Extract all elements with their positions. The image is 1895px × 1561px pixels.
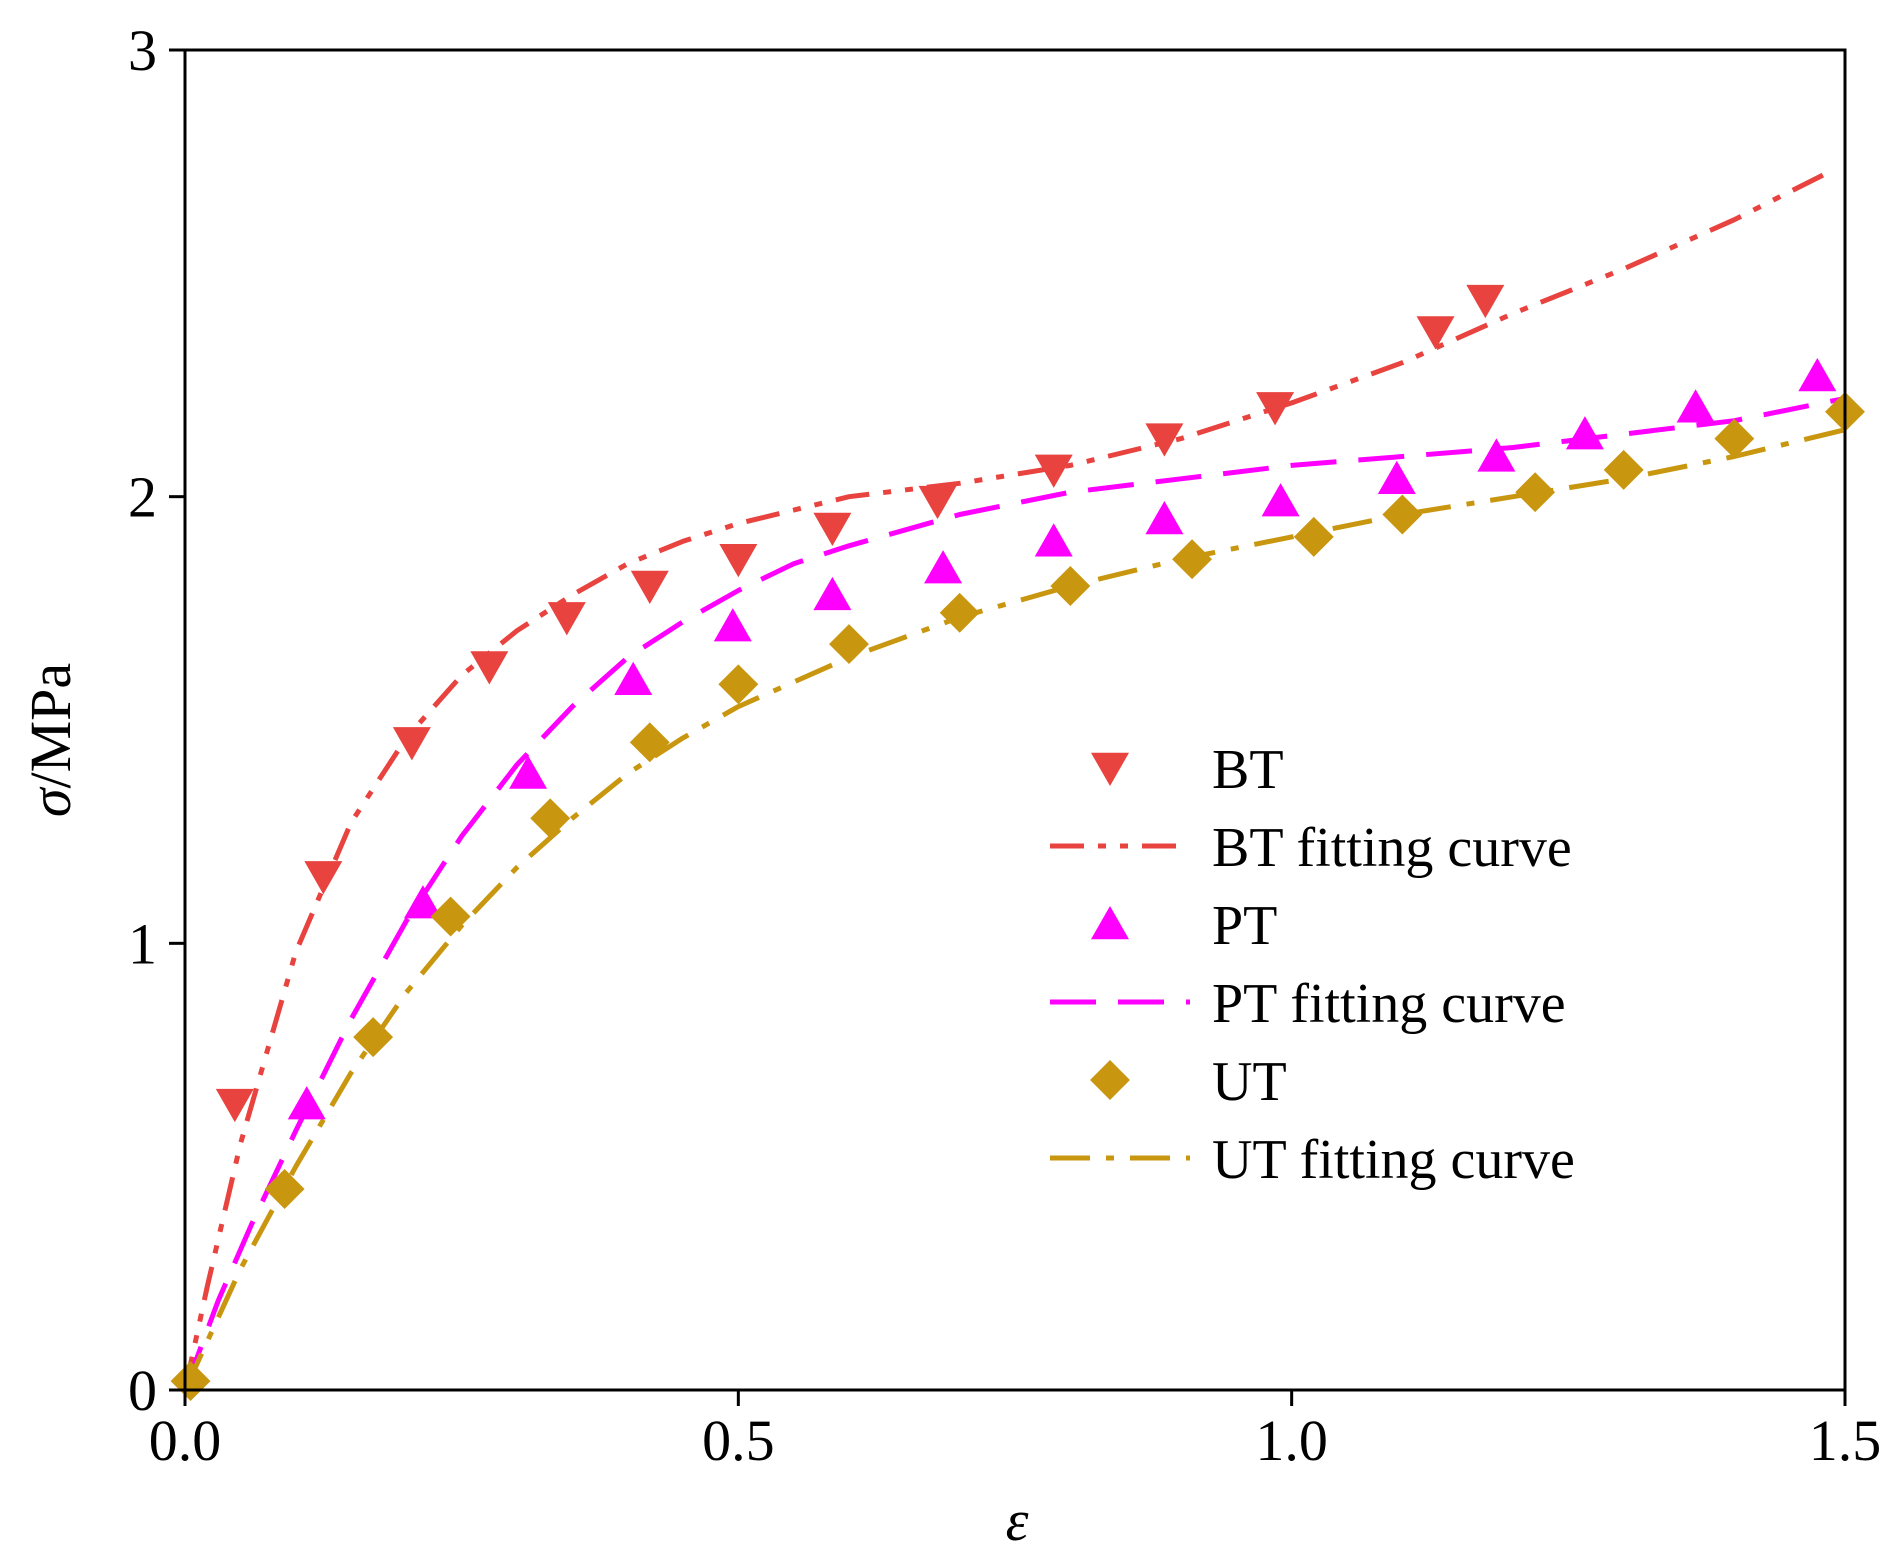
legend: BT BT fitting curve PT PT fitting curve UT UT… xyxy=(1050,739,1575,1191)
ut-fitting-curve-line xyxy=(182,427,1846,1392)
pt-point xyxy=(1145,500,1184,535)
bt-point xyxy=(1145,423,1184,457)
y-axis-symbol: σ xyxy=(18,786,83,817)
x-tick-label: 1.0 xyxy=(1255,1408,1328,1473)
pt-point xyxy=(1565,416,1604,450)
y-tick-label: 1 xyxy=(128,911,157,976)
bt-point xyxy=(215,1088,254,1123)
ut-point xyxy=(1172,539,1213,580)
ut-point xyxy=(829,624,869,665)
ut-point xyxy=(170,1361,211,1402)
pt-point xyxy=(287,1086,326,1120)
ut-point xyxy=(1382,494,1423,535)
bt-point xyxy=(392,727,431,761)
x-axis-title: ε xyxy=(1006,1488,1029,1553)
y-tick-label: 2 xyxy=(128,465,157,530)
bt-point xyxy=(918,485,957,520)
series-layer xyxy=(170,172,1865,1402)
y-tick-label: 3 xyxy=(128,18,157,83)
pt-point xyxy=(1676,389,1715,423)
legend-item-ut: UT xyxy=(1090,1051,1287,1113)
legend-item-pt-fitting-curve: PT fitting curve xyxy=(1050,973,1566,1035)
legend-item-pt: PT xyxy=(1091,895,1277,957)
pt-point xyxy=(713,608,752,642)
bt-point xyxy=(813,512,852,546)
bt-point xyxy=(547,602,586,636)
pt-point xyxy=(1377,460,1416,494)
pt-fitting-curve-line xyxy=(182,395,1846,1391)
bt-point xyxy=(1466,284,1505,319)
legend-swatch-bt xyxy=(1091,752,1129,787)
ut-point xyxy=(718,664,759,705)
pt-point xyxy=(509,755,548,789)
bt-point xyxy=(630,570,669,605)
bt-point xyxy=(1416,316,1455,350)
ut-point xyxy=(264,1169,305,1209)
ut-point xyxy=(939,592,980,633)
y-axis-unit: /MPa xyxy=(18,663,83,789)
axes-layer: 0.0 0.5 1.0 1.5 0 1 2 3 xyxy=(128,18,1881,1473)
pt-point xyxy=(1034,523,1073,557)
x-tick-label: 1.5 xyxy=(1809,1408,1882,1473)
ut-point xyxy=(629,722,670,763)
ut-point xyxy=(1714,418,1755,459)
ut-point xyxy=(1293,516,1334,557)
legend-swatch-ut xyxy=(1090,1060,1130,1100)
pt-point xyxy=(924,550,963,584)
legend-label-ut-fitting-curve: UT fitting curve xyxy=(1212,1129,1575,1191)
pt-point xyxy=(1477,438,1516,472)
legend-item-bt: BT xyxy=(1091,739,1284,801)
pt-point xyxy=(403,885,442,919)
bt-fitting-curve-line xyxy=(182,172,1825,1391)
bt-point xyxy=(1034,454,1073,488)
y-tick-label: 0 xyxy=(128,1358,157,1423)
legend-label-pt: PT xyxy=(1212,895,1277,957)
y-axis-title: σ/MPa xyxy=(18,663,83,817)
bt-point xyxy=(470,651,509,685)
x-tick-label: 0.0 xyxy=(149,1408,222,1473)
legend-label-pt-fitting-curve: PT fitting curve xyxy=(1212,973,1566,1035)
legend-item-bt-fitting-curve: BT fitting curve xyxy=(1050,817,1572,879)
bt-point xyxy=(304,861,343,895)
pt-point xyxy=(1798,358,1837,392)
x-tick-label: 0.5 xyxy=(702,1408,775,1473)
legend-label-bt: BT xyxy=(1212,739,1284,801)
bt-point xyxy=(1256,392,1295,426)
ut-point xyxy=(530,798,571,839)
pt-point xyxy=(1261,483,1300,517)
pt-point xyxy=(614,661,653,695)
legend-label-ut: UT xyxy=(1212,1051,1287,1113)
plot-frame xyxy=(183,48,1847,1392)
bt-point xyxy=(719,544,758,578)
ut-point xyxy=(1515,472,1556,513)
legend-label-bt-fitting-curve: BT fitting curve xyxy=(1212,817,1572,879)
legend-item-ut-fitting-curve: UT fitting curve xyxy=(1050,1129,1575,1191)
ut-point xyxy=(353,1017,394,1058)
pt-point xyxy=(813,576,852,611)
ut-point xyxy=(430,896,471,937)
legend-swatch-pt xyxy=(1091,905,1129,940)
ut-point xyxy=(1050,566,1091,606)
ut-point xyxy=(1603,449,1644,490)
